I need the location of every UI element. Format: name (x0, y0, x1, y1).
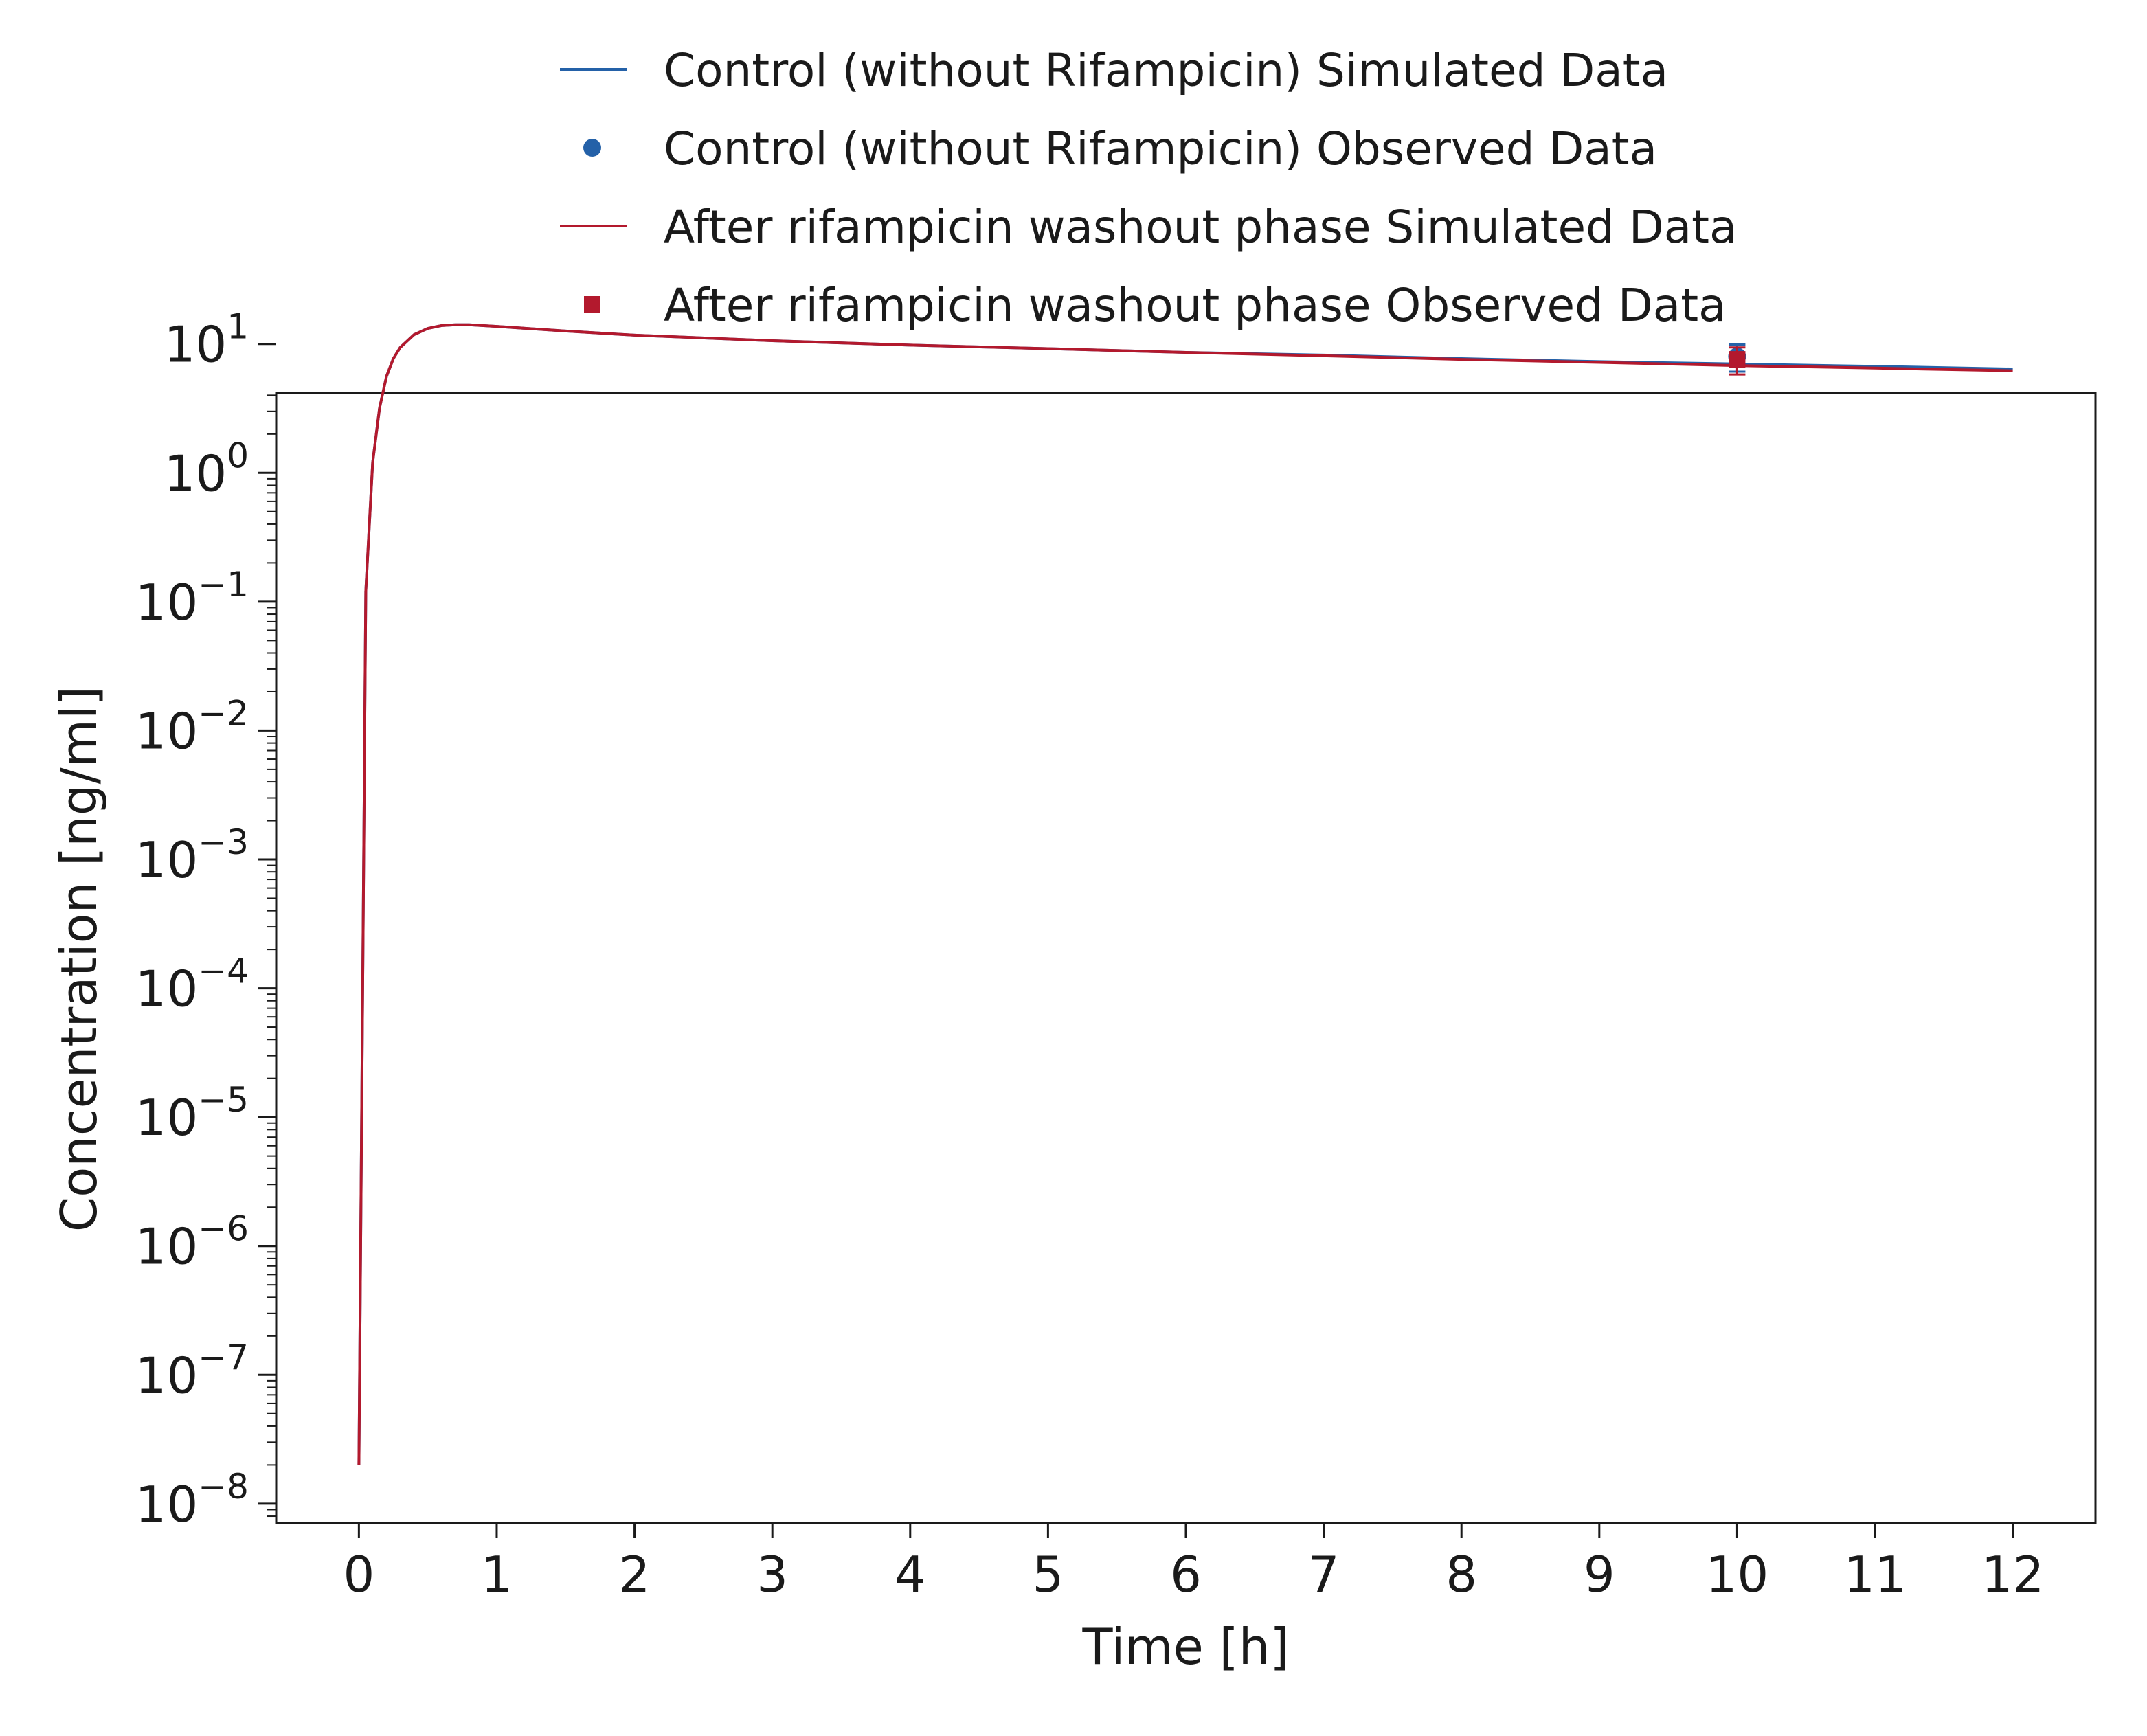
x-tick-label: 7 (1308, 1546, 1340, 1603)
y-axis-title: Concentration [ng/ml] (50, 686, 108, 1232)
x-tick-label: 4 (895, 1546, 926, 1603)
x-axis-title: Time [h] (1082, 1618, 1290, 1676)
x-tick-label: 5 (1032, 1546, 1064, 1603)
y-tick-label: 101 (164, 307, 249, 374)
x-axis: 0 1 2 3 4 5 6 7 8 9 10 11 12 (343, 1523, 2044, 1603)
legend-swatch-marker (583, 139, 601, 157)
y-tick-label: 10−1 (135, 565, 249, 631)
series-line-0 (357, 323, 2013, 1465)
legend-entry-label: Control (without Rifampicin) Simulated D… (664, 44, 1668, 97)
y-tick-label: 10−3 (135, 822, 249, 889)
x-tick-label: 8 (1446, 1546, 1477, 1603)
y-tick-label: 10−2 (135, 693, 249, 760)
legend-swatch-marker (584, 296, 600, 313)
x-tick-label: 2 (619, 1546, 651, 1603)
y-tick-label: 100 (164, 436, 249, 502)
legend: Control (without Rifampicin) Simulated D… (560, 44, 1738, 332)
plot-area-frame (275, 392, 2097, 1524)
series-layer (357, 323, 2013, 1465)
x-tick-label: 12 (1981, 1546, 2045, 1603)
x-tick-label: 1 (481, 1546, 513, 1603)
x-tick-label: 0 (343, 1546, 374, 1603)
data-point (1729, 351, 1746, 368)
y-tick-label: 10−8 (135, 1467, 249, 1533)
series-line-2 (357, 323, 2013, 1465)
y-tick-label: 10−7 (135, 1338, 249, 1404)
x-tick-label: 11 (1843, 1546, 1907, 1603)
y-tick-label: 10−4 (135, 951, 249, 1018)
legend-entry-label: Control (without Rifampicin) Observed Da… (664, 122, 1657, 175)
x-tick-label: 3 (756, 1546, 788, 1603)
legend-entry-label: After rifampicin washout phase Simulated… (664, 201, 1738, 253)
x-tick-label: 9 (1584, 1546, 1615, 1603)
y-tick-label: 10−6 (135, 1209, 249, 1276)
x-tick-label: 10 (1706, 1546, 1769, 1603)
y-axis: 101 100 10−1 10−2 10−3 10−4 10−5 10−6 10−7 10−8 (135, 307, 276, 1533)
x-tick-label: 6 (1170, 1546, 1202, 1603)
legend-entry-label: After rifampicin washout phase Observed … (664, 279, 1727, 332)
y-tick-label: 10−5 (135, 1080, 249, 1147)
